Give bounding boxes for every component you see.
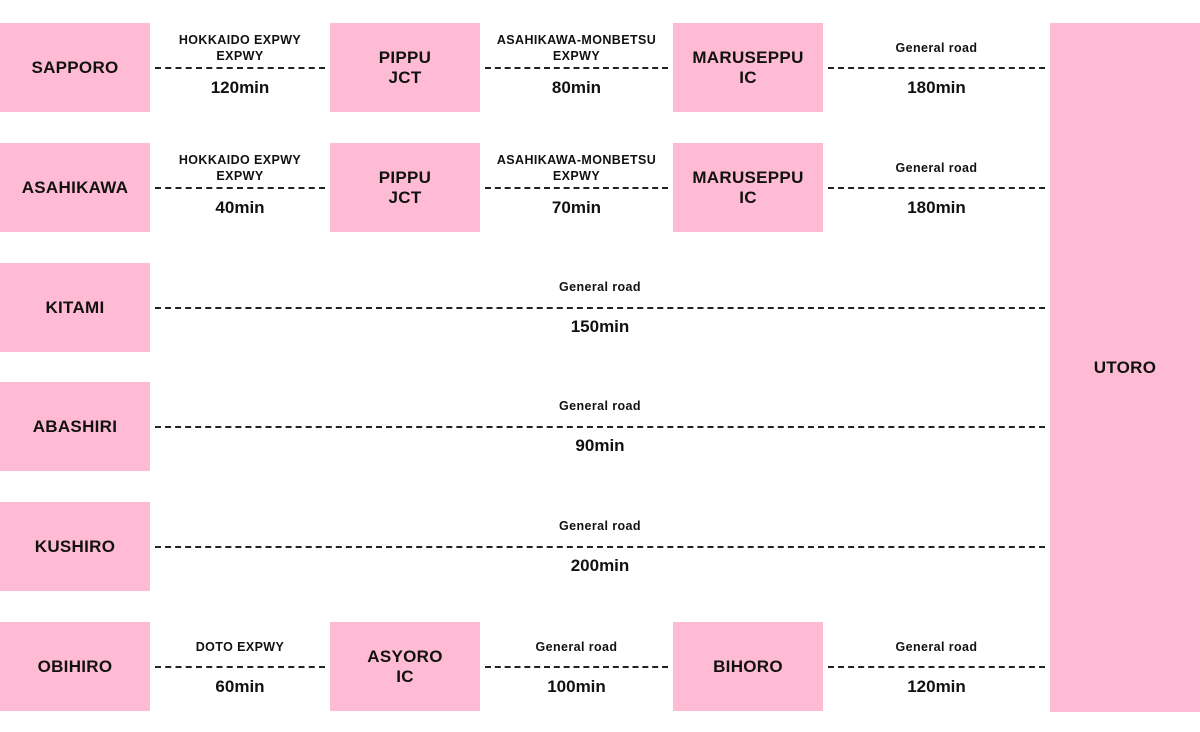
junction-box-maruseppu-ic[interactable]: MARUSEPPU IC xyxy=(673,143,823,232)
origin-box-asahikawa[interactable]: ASAHIKAWA xyxy=(0,143,150,232)
travel-time: 180min xyxy=(907,77,966,97)
route-line xyxy=(155,425,1045,428)
origin-box-kitami[interactable]: KITAMI xyxy=(0,263,150,352)
junction-box-bihoro[interactable]: BIHORO xyxy=(673,622,823,711)
origin-box-abashiri[interactable]: ABASHIRI xyxy=(0,382,150,471)
junction-box-pippu-jct[interactable]: PIPPU JCT xyxy=(330,143,480,232)
road-label: General road xyxy=(895,40,978,55)
origin-box-sapporo[interactable]: SAPPORO xyxy=(0,23,150,112)
road-label: DOTO EXPWY xyxy=(195,639,285,654)
route-line xyxy=(485,66,668,69)
road-label: ASAHIKAWA-MONBETSU EXPWY xyxy=(496,32,657,63)
route-line xyxy=(155,66,325,69)
road-label: General road xyxy=(559,279,641,294)
junction-box-pippu-jct[interactable]: PIPPU JCT xyxy=(330,23,480,112)
origin-box-kushiro[interactable]: KUSHIRO xyxy=(0,502,150,591)
destination-label: UTORO xyxy=(1093,357,1157,377)
route-line xyxy=(828,665,1045,668)
travel-time: 100min xyxy=(547,676,606,696)
route-line xyxy=(155,186,325,189)
junction-box-asyoro-ic[interactable]: ASYORO IC xyxy=(330,622,480,711)
road-label: General road xyxy=(895,639,978,654)
route-line xyxy=(155,665,325,668)
travel-time: 200min xyxy=(570,555,630,575)
route-line xyxy=(155,306,1045,309)
road-label: General road xyxy=(895,160,978,175)
route-line xyxy=(485,186,668,189)
road-label: General road xyxy=(559,518,641,533)
road-label: General road xyxy=(559,398,641,413)
junction-box-maruseppu-ic[interactable]: MARUSEPPU IC xyxy=(673,23,823,112)
route-line xyxy=(155,545,1045,548)
road-label: HOKKAIDO EXPWY EXPWY xyxy=(178,32,302,63)
travel-time: 70min xyxy=(551,197,602,217)
travel-time: 60min xyxy=(215,676,265,696)
origin-box-obihiro[interactable]: OBIHIRO xyxy=(0,622,150,711)
travel-time: 90min xyxy=(575,435,625,455)
travel-time: 80min xyxy=(551,77,602,97)
travel-time: 120min xyxy=(210,77,270,97)
road-label: General road xyxy=(535,639,618,654)
road-label: ASAHIKAWA-MONBETSU EXPWY xyxy=(496,152,657,183)
travel-time: 120min xyxy=(907,676,966,696)
road-label: HOKKAIDO EXPWY EXPWY xyxy=(178,152,302,183)
travel-time: 180min xyxy=(907,197,966,217)
route-line xyxy=(828,66,1045,69)
route-line xyxy=(828,186,1045,189)
destination-box-utoro[interactable]: UTORO xyxy=(1050,23,1200,712)
travel-time: 40min xyxy=(215,197,265,217)
route-line xyxy=(485,665,668,668)
travel-time: 150min xyxy=(570,316,630,336)
